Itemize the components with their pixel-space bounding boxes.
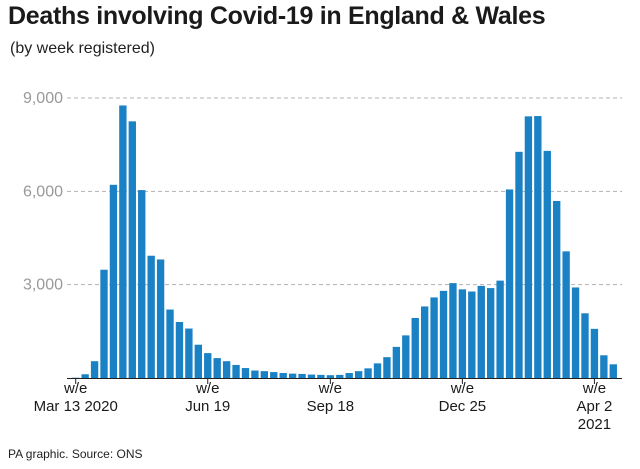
bar — [449, 283, 457, 378]
x-axis — [67, 378, 622, 384]
bar — [336, 374, 344, 378]
x-tick-label: w/e Apr 2 2021 — [576, 380, 612, 433]
bar — [185, 328, 193, 378]
bar — [477, 285, 485, 378]
bar — [487, 288, 495, 378]
bar — [156, 259, 165, 378]
bar — [307, 374, 316, 378]
source-note: PA graphic. Source: ONS — [8, 447, 143, 461]
bar — [505, 189, 514, 378]
chart-title: Deaths involving Covid-19 in England & W… — [8, 2, 546, 30]
bar — [600, 355, 608, 378]
bar — [411, 317, 419, 378]
bar — [260, 371, 269, 378]
bar — [128, 121, 136, 378]
bar — [194, 344, 202, 378]
x-tick-label: w/e Jun 19 — [185, 380, 230, 415]
bar — [81, 374, 89, 378]
bar — [354, 371, 363, 378]
bar — [119, 105, 127, 378]
x-tick-label: w/e Mar 13 2020 — [34, 380, 118, 415]
bars — [72, 105, 617, 379]
bar — [543, 150, 551, 378]
x-tick-label: w/e Dec 25 — [439, 380, 487, 415]
bar — [270, 372, 278, 378]
bar — [553, 200, 561, 378]
bar — [364, 368, 372, 378]
bar — [373, 363, 382, 378]
bar — [439, 290, 448, 378]
bar — [241, 368, 250, 378]
bar — [317, 374, 325, 378]
bar — [213, 358, 221, 378]
bar — [204, 353, 212, 378]
bar — [468, 291, 476, 378]
bar — [402, 335, 410, 378]
bar — [90, 361, 99, 378]
bar — [166, 309, 174, 378]
bar — [109, 184, 118, 378]
bar — [420, 306, 429, 378]
bar — [138, 190, 146, 378]
y-tick-label: 3,000 — [23, 277, 63, 294]
bar — [581, 313, 589, 378]
bar — [609, 364, 617, 378]
bar — [590, 328, 599, 378]
bar — [392, 346, 401, 378]
y-tick-label: 6,000 — [23, 183, 63, 200]
bar — [232, 364, 240, 378]
bar — [100, 269, 108, 378]
bar — [496, 280, 504, 378]
bar — [345, 373, 353, 378]
bar — [571, 287, 580, 378]
bar — [222, 361, 231, 378]
bar — [147, 255, 155, 378]
bar — [430, 297, 438, 378]
y-tick-label: 9,000 — [23, 90, 63, 107]
bar — [458, 289, 467, 378]
chart-subtitle: (by week registered) — [10, 40, 155, 57]
bar — [515, 151, 523, 378]
bar — [298, 373, 306, 378]
bar — [72, 377, 80, 379]
bar — [326, 375, 335, 378]
bar — [279, 373, 287, 378]
bar — [251, 370, 259, 378]
bar — [383, 357, 391, 378]
x-tick-label: w/e Sep 18 — [307, 380, 355, 415]
tick-labels: 3,000 6,000 9,000 w/e Mar 13 2020 w/e Jun 19 w/… — [23, 90, 612, 433]
bar — [288, 373, 297, 378]
bar — [175, 322, 184, 378]
bar — [562, 251, 570, 378]
bar — [524, 116, 533, 378]
bar — [534, 116, 542, 379]
